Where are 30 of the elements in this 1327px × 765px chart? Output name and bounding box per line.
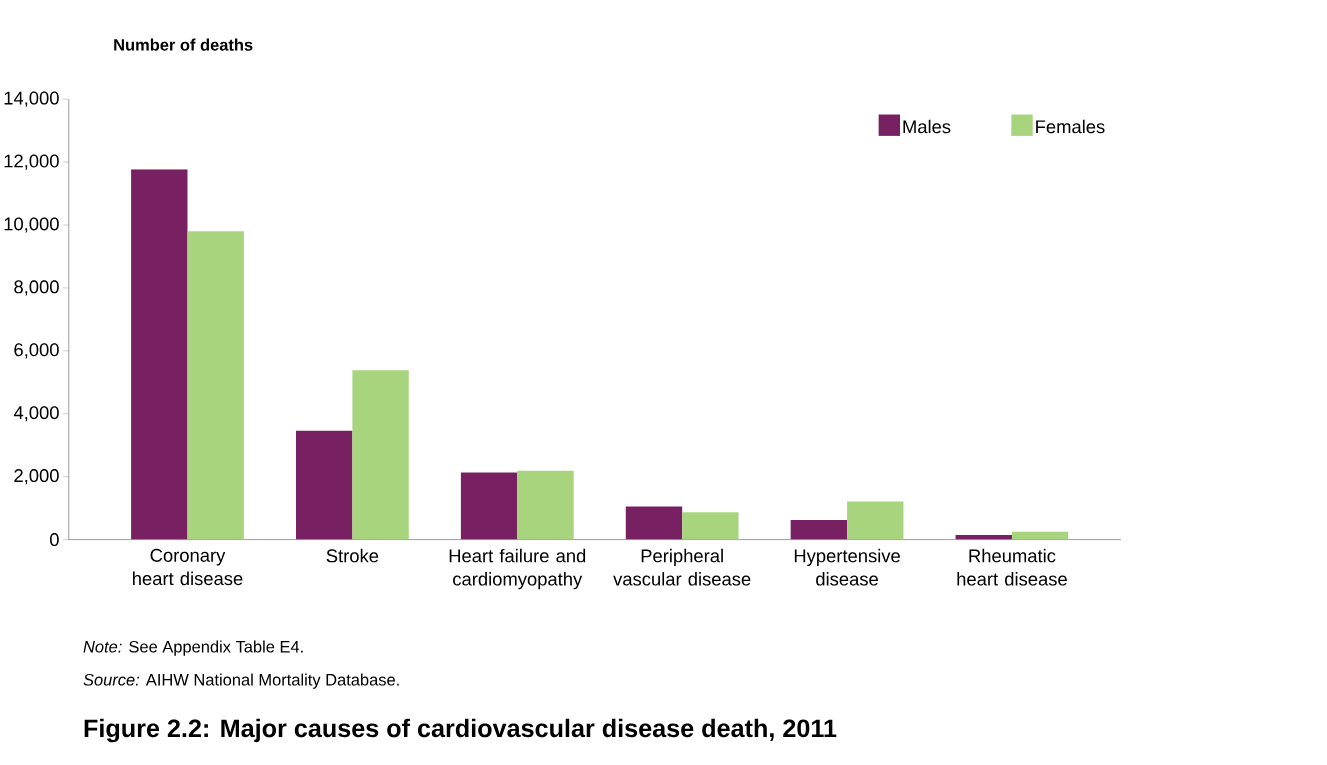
bar <box>187 231 244 540</box>
y-tick-label: 0 <box>50 533 59 547</box>
bar <box>625 506 683 540</box>
x-tick-label: Peripheral vascular disease <box>613 548 751 586</box>
y-axis-title: Number of deaths <box>114 38 253 51</box>
legend-label: Females <box>1036 119 1105 134</box>
bar <box>682 512 739 540</box>
bar <box>517 470 574 540</box>
y-tick-label: 14,000 <box>4 91 59 107</box>
bar <box>847 501 904 540</box>
bar <box>790 520 848 540</box>
bar <box>352 370 409 540</box>
x-tick-label: Rheumatic heart disease <box>957 548 1067 586</box>
y-tick-label: 8,000 <box>14 280 59 296</box>
y-tick-label: 6,000 <box>14 343 59 359</box>
x-tick-label: Heart failure and cardiomyopathy <box>449 548 586 590</box>
text: Source: AIHW National Mortality Database. <box>83 673 399 689</box>
x-tick-label: Coronary heart disease <box>133 548 243 586</box>
y-tick-label: 4,000 <box>13 406 59 422</box>
text: Note: See Appendix Table E4. <box>83 640 303 656</box>
y-tick-label: 10,000 <box>4 217 59 233</box>
x-tick-label: Hypertensive disease <box>794 548 900 586</box>
bar <box>460 472 518 540</box>
bar <box>131 169 188 540</box>
text: Figure 2.2: Major causes of cardiovascular disease death, 2011 <box>84 718 837 743</box>
bar <box>296 430 353 540</box>
x-tick-label: Stroke <box>326 548 379 563</box>
y-tick-label: 12,000 <box>4 154 59 170</box>
y-tick-label: 2,000 <box>14 469 59 485</box>
legend-label: Males <box>903 119 951 134</box>
